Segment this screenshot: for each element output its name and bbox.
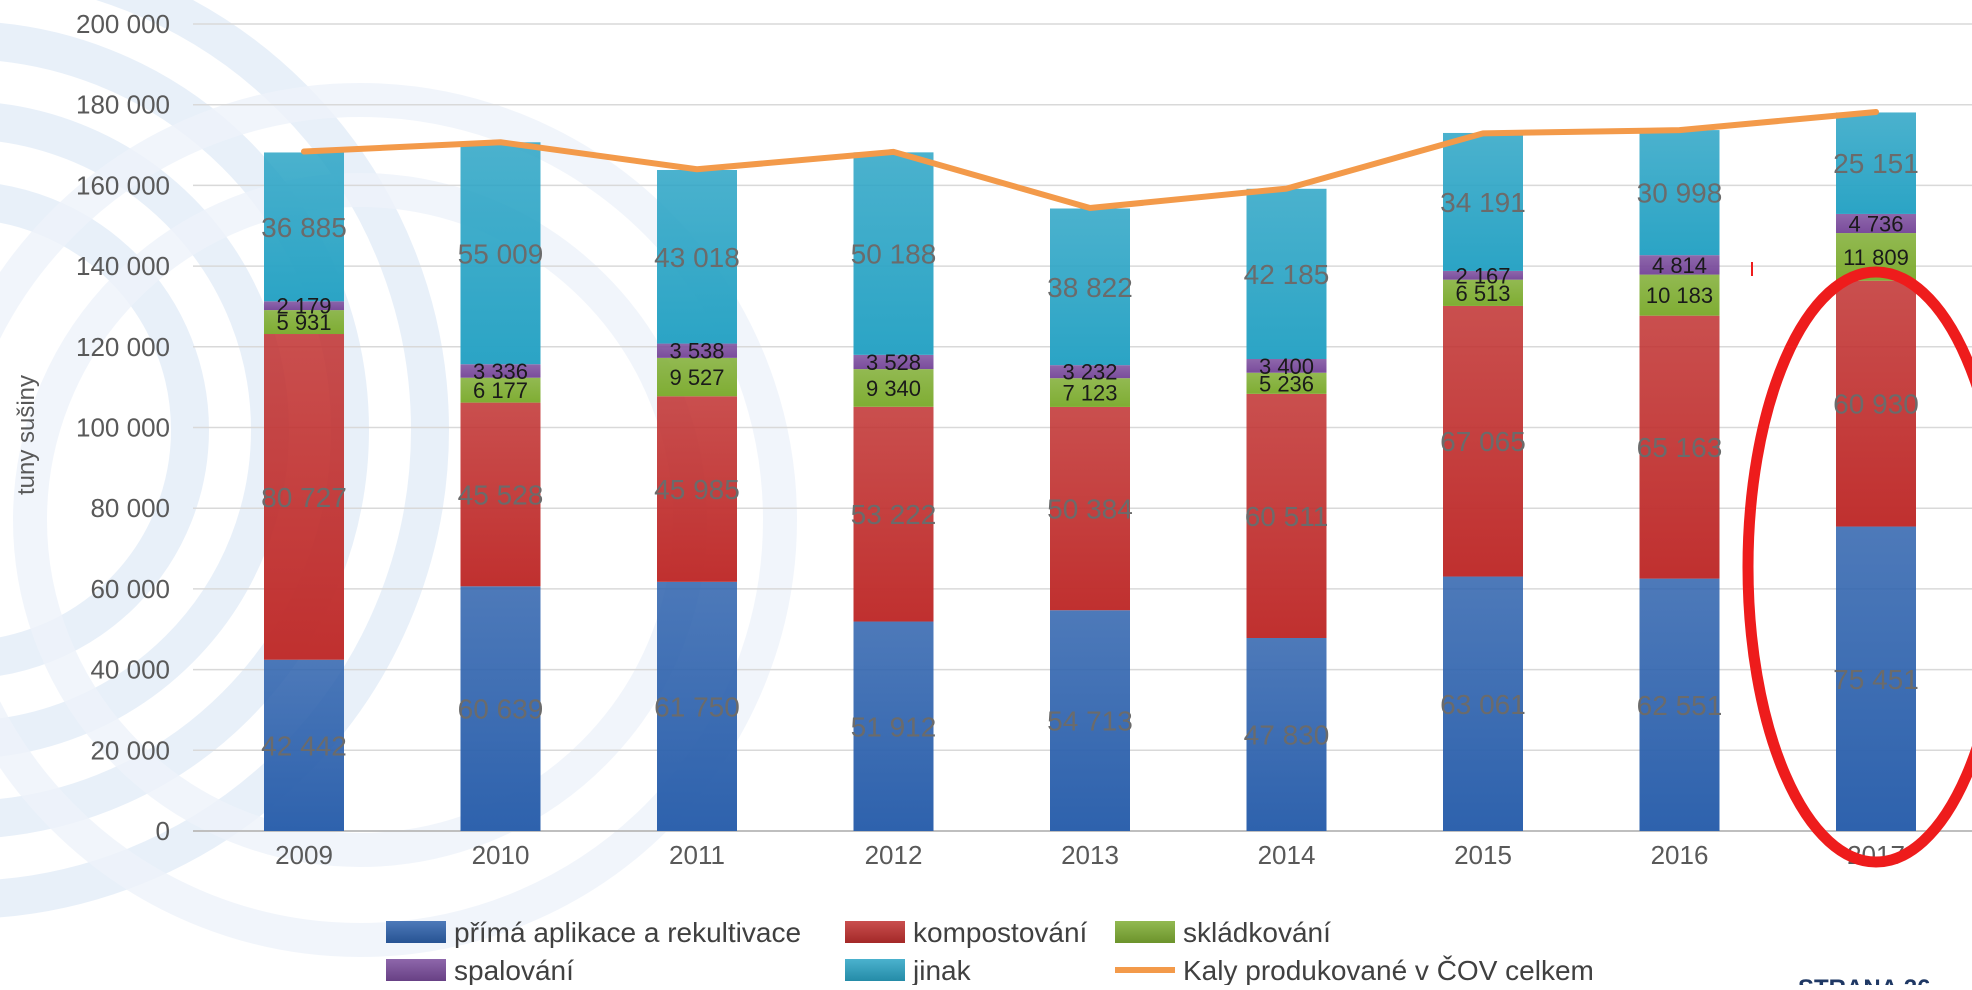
data-label: 60 930 — [1833, 389, 1919, 420]
data-label: 4 814 — [1652, 253, 1707, 278]
x-tick-label: 2009 — [275, 840, 333, 870]
x-tick-label: 2013 — [1061, 840, 1119, 870]
y-tick-label: 180 000 — [76, 90, 170, 120]
data-label: 80 727 — [261, 482, 347, 513]
data-label: 62 551 — [1637, 690, 1723, 721]
y-tick-label: 140 000 — [76, 251, 170, 281]
data-label: 3 538 — [669, 339, 724, 364]
data-label: 10 183 — [1646, 283, 1713, 308]
data-label: 67 065 — [1440, 426, 1526, 457]
data-label: 47 830 — [1244, 720, 1330, 751]
x-tick-label: 2011 — [669, 840, 725, 870]
data-label: 51 912 — [851, 711, 937, 742]
data-label: 50 188 — [851, 239, 937, 270]
y-tick-label: 120 000 — [76, 332, 170, 362]
data-label: 9 340 — [866, 376, 921, 401]
data-label: 61 750 — [654, 691, 740, 722]
data-label: 45 985 — [654, 474, 740, 505]
y-tick-label: 80 000 — [90, 493, 170, 523]
data-label: 53 222 — [851, 499, 937, 530]
y-tick-label: 100 000 — [76, 413, 170, 443]
data-label: 75 451 — [1833, 664, 1919, 695]
data-label: 11 809 — [1843, 245, 1909, 270]
data-label: 3 400 — [1259, 354, 1314, 379]
x-tick-label: 2016 — [1651, 840, 1709, 870]
data-label: 3 528 — [866, 350, 921, 375]
x-tick-label: 2010 — [472, 840, 530, 870]
y-tick-label: 20 000 — [90, 735, 170, 765]
legend-entry: Kaly produkované v ČOV celkem — [1115, 955, 1594, 985]
data-label: 45 528 — [458, 479, 544, 510]
y-tick-label: 60 000 — [90, 574, 170, 604]
legend-entry: skládkování — [1115, 917, 1331, 948]
data-label: 38 822 — [1047, 272, 1133, 303]
legend-label: přímá aplikace a rekultivace — [454, 917, 801, 948]
legend-entry: kompostování — [845, 917, 1088, 948]
legend-label: Kaly produkované v ČOV celkem — [1183, 955, 1594, 985]
data-label: 55 009 — [458, 238, 544, 269]
y-tick-label: 160 000 — [76, 170, 170, 200]
data-label: 60 639 — [458, 694, 544, 725]
data-label: 3 232 — [1062, 360, 1117, 385]
legend-label: jinak — [912, 955, 972, 985]
legend-swatch-shade — [386, 921, 446, 943]
data-label: 42 185 — [1244, 259, 1330, 290]
data-label: 2 179 — [276, 294, 331, 319]
legend-swatch-shade — [386, 959, 446, 981]
y-tick-label: 0 — [156, 816, 170, 846]
data-label: 42 442 — [261, 730, 347, 761]
footer-page-label: STRANA 26 — [1798, 975, 1930, 985]
legend-swatch-shade — [845, 921, 905, 943]
y-tick-label: 40 000 — [90, 655, 170, 685]
data-label: 34 191 — [1440, 187, 1526, 218]
x-tick-label: 2015 — [1454, 840, 1512, 870]
data-label: 30 998 — [1637, 178, 1723, 209]
data-label: 36 885 — [261, 212, 347, 243]
data-label: 3 336 — [473, 359, 528, 384]
legend-swatch-shade — [1115, 921, 1175, 943]
legend-entry: spalování — [386, 955, 574, 985]
data-label: 65 163 — [1637, 432, 1723, 463]
data-label: 43 018 — [654, 242, 740, 273]
data-label: 54 713 — [1047, 706, 1133, 737]
data-label: 4 736 — [1848, 211, 1903, 236]
data-label: 50 384 — [1047, 494, 1133, 525]
y-tick-label: 200 000 — [76, 9, 170, 39]
x-tick-label: 2012 — [865, 840, 923, 870]
legend: přímá aplikace a rekultivace kompostování… — [386, 917, 1594, 985]
legend-swatch-shade — [845, 959, 905, 981]
data-label: 2 167 — [1455, 263, 1510, 288]
x-tick-label: 2014 — [1258, 840, 1316, 870]
data-label: 60 511 — [1245, 501, 1329, 532]
data-label: 25 151 — [1833, 148, 1919, 179]
y-axis-title: tuny sušiny — [13, 375, 40, 495]
data-label: 63 061 — [1440, 689, 1526, 720]
legend-label: kompostování — [913, 917, 1088, 948]
data-label: 9 527 — [669, 365, 724, 390]
legend-label: skládkování — [1183, 917, 1331, 948]
legend-entry: jinak — [845, 955, 972, 985]
legend-label: spalování — [454, 955, 574, 985]
